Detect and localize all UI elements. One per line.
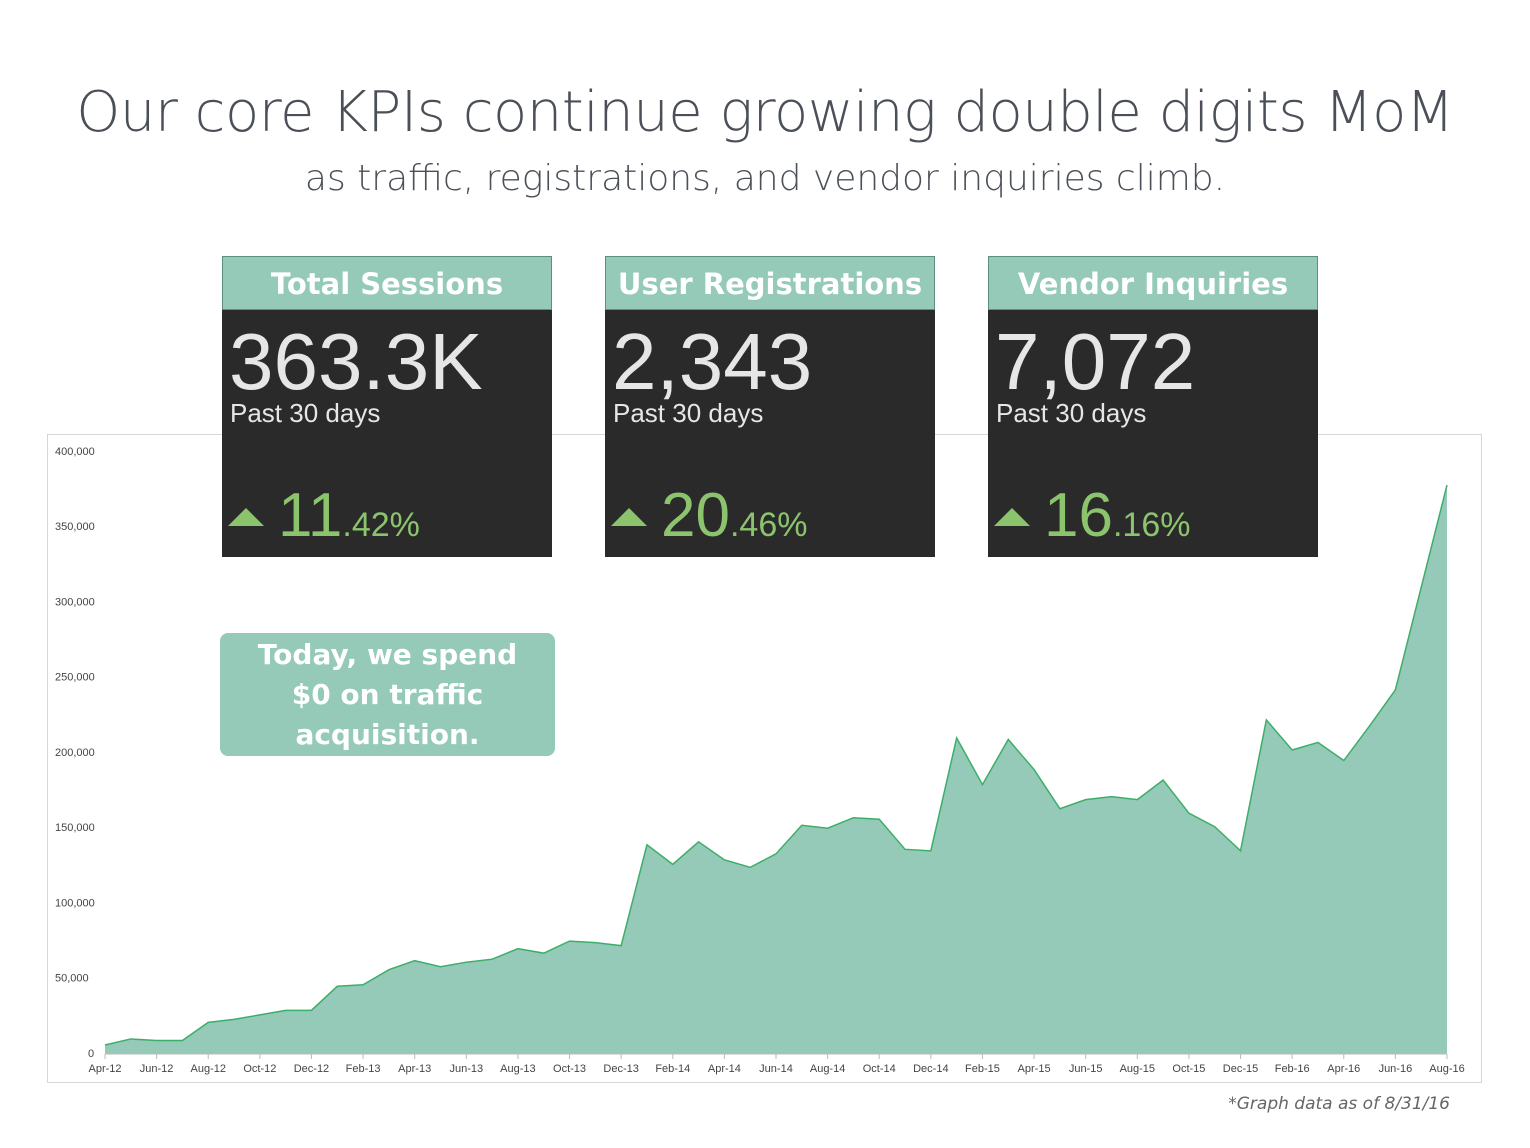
slide-title: Our core KPIs continue growing double di… [76,80,1454,145]
up-arrow [611,508,647,526]
x-tick-label: Aug-13 [500,1063,535,1075]
up-arrow [994,508,1030,526]
x-tick-label: Aug-16 [1429,1063,1464,1075]
callout: Today, we spend $0 on traffic acquisitio… [220,633,555,756]
kpi-body: 7,072 Past 30 days 16.16% [988,310,1318,557]
kpi-change-frac: .42% [342,506,420,544]
up-arrow [228,508,264,526]
kpi-change-whole: 11 [278,481,343,550]
x-tick-label: Feb-15 [965,1063,1000,1075]
x-tick-label: Oct-14 [863,1063,896,1075]
area [105,485,1447,1054]
kpi-card: Total Sessions 363.3K Past 30 days 11.42% [222,256,552,557]
y-tick-label: 350,000 [55,521,95,533]
kpi-period: Past 30 days [613,398,764,428]
footnote: *Graph data as of 8/31/16 [1228,1094,1450,1114]
x-tick-label: Dec-13 [603,1063,638,1075]
kpi-period: Past 30 days [996,398,1147,428]
x-tick-label: Dec-12 [294,1063,329,1075]
kpi-card: Vendor Inquiries 7,072 Past 30 days 16.16% [988,256,1318,557]
y-tick-label: 50,000 [55,973,89,985]
x-tick-label: Dec-14 [913,1063,948,1075]
kpi-change: 20.46% [661,480,807,551]
kpi-change: 11.42% [278,480,420,551]
kpi-card: User Registrations 2,343 Past 30 days 20.46… [605,256,935,557]
kpi-change-frac: .16% [1112,506,1191,544]
y-tick-label: 250,000 [55,672,95,684]
kpi-period: Past 30 days [230,398,381,428]
slide-subtitle: as traffic, registrations, and vendor in… [304,158,1226,199]
x-tick-label: Apr-16 [1327,1063,1360,1075]
x-tick-label: Jun-13 [449,1063,483,1075]
kpi-change-frac: .46% [729,506,808,544]
kpi-label: User Registrations [605,256,935,310]
x-tick-label: Apr-12 [88,1063,121,1075]
x-tick-label: Oct-12 [243,1063,276,1075]
y-tick-label: 400,000 [55,446,95,458]
x-tick-label: Aug-12 [190,1063,225,1075]
x-tick-label: Apr-14 [708,1063,741,1075]
x-tick-label: Feb-13 [346,1063,381,1075]
x-tick-label: Feb-14 [655,1063,690,1075]
y-tick-label: 100,000 [55,897,95,909]
kpi-body: 363.3K Past 30 days 11.42% [222,310,552,557]
x-tick-label: Oct-15 [1172,1063,1205,1075]
y-tick-label: 300,000 [55,596,95,608]
x-tick-label: Dec-15 [1223,1063,1258,1075]
x-tick-label: Apr-13 [398,1063,431,1075]
kpi-label: Vendor Inquiries [988,256,1318,310]
kpi-value: 363.3K [229,317,483,406]
kpi-body: 2,343 Past 30 days 20.46% [605,310,935,557]
x-tick-label: Jun-12 [140,1063,174,1075]
kpi-label: Total Sessions [222,256,552,310]
y-tick-label: 200,000 [55,747,95,759]
kpi-value: 7,072 [995,317,1196,406]
kpi-change-whole: 20 [661,481,730,550]
x-tick-label: Feb-16 [1275,1063,1310,1075]
x-tick-label: Jun-14 [759,1063,793,1075]
x-tick-label: Aug-14 [810,1063,845,1075]
x-tick-label: Oct-13 [553,1063,586,1075]
y-tick-label: 150,000 [55,822,95,834]
x-tick-label: Aug-15 [1120,1063,1155,1075]
y-tick-label: 0 [88,1048,94,1060]
kpi-change-whole: 16 [1044,481,1113,550]
x-tick-label: Apr-15 [1018,1063,1051,1075]
x-tick-label: Jun-15 [1069,1063,1103,1075]
area-line [104,484,1448,1046]
x-tick-label: Jun-16 [1379,1063,1413,1075]
kpi-change: 16.16% [1044,480,1190,551]
kpi-value: 2,343 [612,317,813,406]
